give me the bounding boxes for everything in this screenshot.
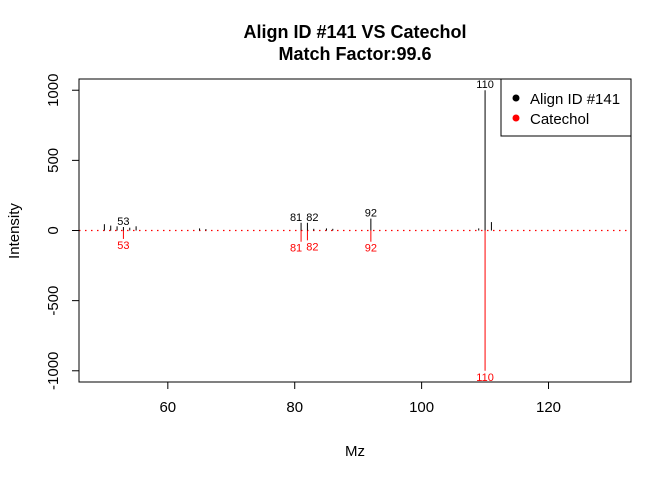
align-id-peak-label-110: 110 xyxy=(476,79,494,91)
legend-marker-catechol xyxy=(512,114,520,122)
peaks-group xyxy=(103,90,492,371)
y-tick-label--1000: -1000 xyxy=(45,352,62,390)
align-id-peak-label-81: 81 xyxy=(290,212,302,224)
x-tick-label-60: 60 xyxy=(159,399,176,416)
chart-title: Align ID #141 VS Catechol xyxy=(243,22,466,42)
catechol-peak-label-81: 81 xyxy=(290,243,302,255)
x-axis-label: Mz xyxy=(345,443,365,460)
legend-label-catechol: Catechol xyxy=(530,111,589,128)
y-tick-label--500: -500 xyxy=(45,286,62,316)
x-axis: 60 80 100 120 xyxy=(159,381,561,416)
catechol-peak-label-53: 53 xyxy=(117,240,129,252)
y-axis-label: Intensity xyxy=(6,203,23,259)
x-tick-label-80: 80 xyxy=(286,399,303,416)
align-id-peak-label-53: 53 xyxy=(117,216,129,228)
align-id-peak-label-82: 82 xyxy=(306,212,318,224)
chart-subtitle: Match Factor:99.6 xyxy=(278,44,431,64)
peak-labels-group: 53 81 82 92 110 53 81 82 92 110 xyxy=(117,79,494,384)
align-id-peak-label-92: 92 xyxy=(365,208,377,220)
x-tick-label-100: 100 xyxy=(409,399,434,416)
catechol-peak-label-110: 110 xyxy=(476,372,494,384)
legend-box xyxy=(500,78,632,137)
y-axis: -1000 -500 0 500 1000 xyxy=(45,74,80,390)
y-tick-label-500: 500 xyxy=(45,148,62,173)
x-tick-label-120: 120 xyxy=(536,399,561,416)
y-tick-label-1000: 1000 xyxy=(45,74,62,107)
catechol-peak-label-82: 82 xyxy=(306,241,318,253)
y-tick-label-0: 0 xyxy=(45,226,62,234)
legend-label-align-id: Align ID #141 xyxy=(530,91,620,108)
legend: Align ID #141 Catechol xyxy=(500,78,632,137)
legend-marker-align-id xyxy=(512,94,520,102)
catechol-peak-label-92: 92 xyxy=(365,243,377,255)
